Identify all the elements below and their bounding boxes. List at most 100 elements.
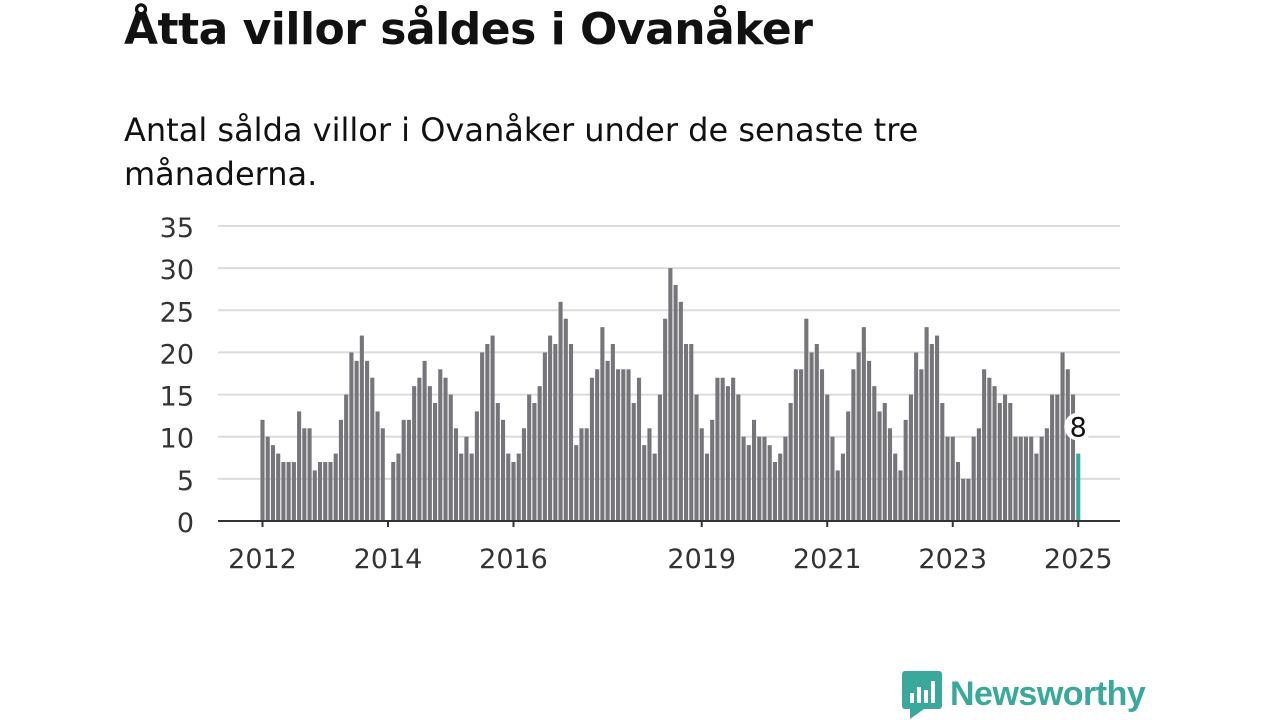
- bar: [527, 394, 532, 521]
- bar: [270, 445, 276, 521]
- bar: [678, 301, 683, 521]
- bar: [375, 411, 380, 521]
- bar: [1034, 453, 1039, 521]
- bar: [453, 428, 459, 521]
- brand-name: Newsworthy: [950, 674, 1146, 713]
- bar: [976, 428, 981, 521]
- bar: [1039, 436, 1044, 521]
- bar: [657, 394, 662, 521]
- bar: [992, 386, 997, 521]
- bar: [532, 403, 537, 521]
- bar: [997, 403, 1002, 521]
- bar: [966, 478, 971, 521]
- bar: [548, 335, 553, 521]
- bar: [338, 419, 343, 521]
- bar: [647, 428, 652, 521]
- bar: [731, 377, 736, 521]
- bar: [542, 352, 547, 521]
- bar: [987, 377, 992, 521]
- bar: [799, 369, 804, 521]
- bar: [778, 453, 783, 521]
- bar: [464, 436, 469, 521]
- bar: [893, 453, 898, 521]
- bar: [490, 335, 495, 521]
- bar: [751, 419, 757, 521]
- bar: [663, 318, 668, 521]
- y-tick-label: 10: [160, 424, 194, 455]
- bar: [872, 386, 877, 521]
- bar: [710, 419, 715, 521]
- bar: [840, 453, 845, 521]
- bar: [793, 369, 798, 521]
- bar: [704, 453, 710, 521]
- bar: [563, 318, 568, 521]
- x-tick-label: 2025: [1044, 544, 1113, 575]
- bar: [344, 394, 349, 521]
- bar: [516, 453, 521, 521]
- bar: [982, 369, 987, 521]
- bar: [626, 369, 631, 521]
- bar: [443, 377, 448, 521]
- bar: [422, 360, 427, 521]
- bar: [1070, 394, 1076, 521]
- bar: [521, 428, 527, 521]
- x-tick-label: 2016: [479, 544, 548, 575]
- bar: [610, 344, 615, 521]
- highlight-label-bg: [1064, 412, 1093, 441]
- chart-title: Åtta villor såldes i Ovanåker: [124, 4, 813, 55]
- bar: [642, 445, 647, 521]
- bar: [438, 369, 443, 521]
- bar: [406, 419, 411, 521]
- bar: [1013, 436, 1018, 521]
- bar: [877, 411, 882, 521]
- bar: [265, 436, 270, 521]
- bar: [568, 344, 574, 521]
- bar: [940, 403, 945, 521]
- bar: [281, 462, 286, 521]
- bar: [741, 436, 746, 521]
- bar: [558, 301, 563, 521]
- bar: [579, 428, 584, 521]
- bar: [553, 344, 558, 521]
- bar: [720, 377, 725, 521]
- bar: [955, 462, 961, 521]
- bar: [474, 411, 479, 521]
- bar: [919, 369, 924, 521]
- bar: [302, 428, 307, 521]
- bar: [616, 369, 621, 521]
- bar: [1065, 369, 1070, 521]
- bar: [924, 327, 929, 521]
- bar: [767, 445, 772, 521]
- bar: [935, 335, 940, 521]
- bar: [307, 428, 312, 521]
- bar: [448, 394, 453, 521]
- bar: [783, 436, 788, 521]
- bar: [328, 462, 333, 521]
- bar: [903, 419, 908, 521]
- bar: [971, 436, 976, 521]
- bar: [861, 327, 866, 521]
- x-tick-label: 2023: [918, 544, 987, 575]
- x-tick-label: 2014: [354, 544, 423, 575]
- bar: [652, 453, 657, 521]
- x-tick-label: 2019: [667, 544, 736, 575]
- bar: [882, 403, 887, 521]
- bar: [851, 369, 856, 521]
- bar: [1008, 403, 1013, 521]
- bar: [757, 436, 762, 521]
- bar: [391, 462, 396, 521]
- bar: [469, 453, 474, 521]
- bar: [1023, 436, 1029, 521]
- bar: [856, 352, 861, 521]
- bar: [333, 453, 338, 521]
- bar: [401, 419, 406, 521]
- bar: [359, 335, 364, 521]
- bar: [914, 352, 919, 521]
- y-tick-label: 25: [160, 297, 194, 328]
- y-tick-label: 35: [160, 213, 194, 244]
- bar: [605, 360, 610, 521]
- chart-subtitle: Antal sålda villor i Ovanåker under de s…: [124, 111, 919, 193]
- bar: [809, 352, 814, 521]
- bar: [1055, 394, 1060, 521]
- highlight-data-label: 8: [1070, 413, 1087, 444]
